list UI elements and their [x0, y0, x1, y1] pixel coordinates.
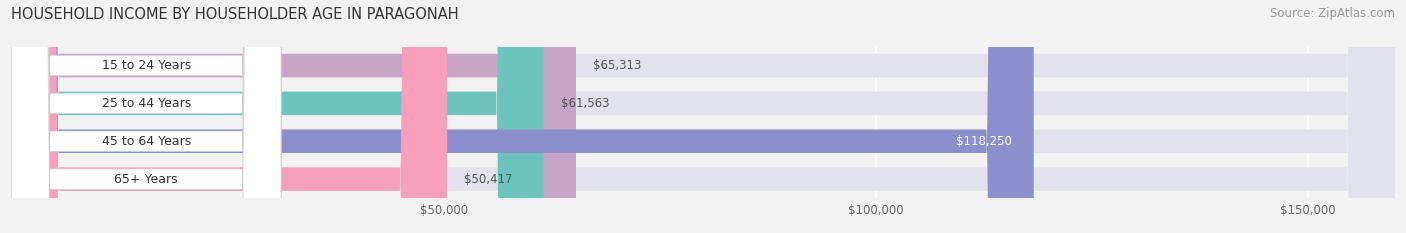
- Text: $65,313: $65,313: [593, 59, 641, 72]
- FancyBboxPatch shape: [11, 0, 576, 233]
- Text: 65+ Years: 65+ Years: [114, 173, 179, 186]
- Text: 25 to 44 Years: 25 to 44 Years: [101, 97, 191, 110]
- FancyBboxPatch shape: [11, 0, 1395, 233]
- FancyBboxPatch shape: [11, 0, 1395, 233]
- FancyBboxPatch shape: [11, 0, 1033, 233]
- Text: HOUSEHOLD INCOME BY HOUSEHOLDER AGE IN PARAGONAH: HOUSEHOLD INCOME BY HOUSEHOLDER AGE IN P…: [11, 7, 458, 22]
- FancyBboxPatch shape: [11, 0, 544, 233]
- FancyBboxPatch shape: [11, 0, 281, 233]
- FancyBboxPatch shape: [11, 0, 1395, 233]
- Text: $50,417: $50,417: [464, 173, 513, 186]
- FancyBboxPatch shape: [11, 0, 447, 233]
- Text: 15 to 24 Years: 15 to 24 Years: [101, 59, 191, 72]
- Text: 45 to 64 Years: 45 to 64 Years: [101, 135, 191, 148]
- Text: Source: ZipAtlas.com: Source: ZipAtlas.com: [1270, 7, 1395, 20]
- FancyBboxPatch shape: [11, 0, 1395, 233]
- Text: $118,250: $118,250: [956, 135, 1012, 148]
- FancyBboxPatch shape: [11, 0, 281, 233]
- FancyBboxPatch shape: [11, 0, 281, 233]
- Text: $61,563: $61,563: [561, 97, 609, 110]
- FancyBboxPatch shape: [11, 0, 281, 233]
